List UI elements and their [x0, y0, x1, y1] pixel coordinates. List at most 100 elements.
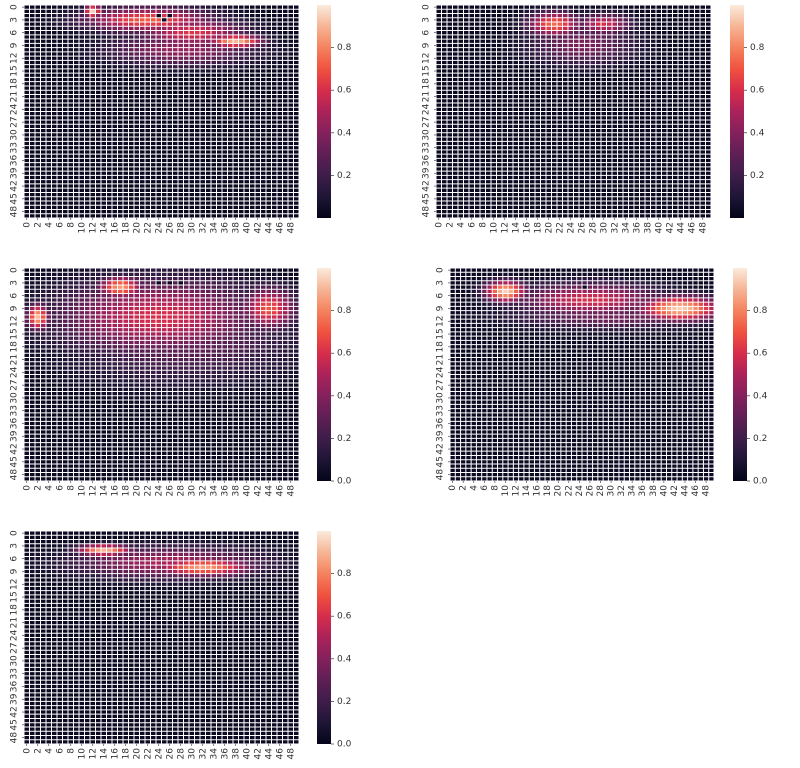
heatmap-cell: [672, 171, 679, 176]
heatmap-cell: [667, 145, 673, 150]
heatmap-cell: [40, 179, 47, 184]
heatmap-cell: [222, 102, 228, 108]
heatmap-cell: [518, 166, 525, 172]
heatmap-cell: [150, 77, 157, 82]
heatmap-cell: [211, 209, 217, 214]
heatmap-cell: [123, 43, 129, 48]
heatmap-cell: [271, 183, 278, 189]
heatmap-cell: [606, 107, 613, 112]
heatmap-cell: [288, 213, 294, 219]
heatmap-cell: [590, 149, 596, 155]
heatmap-cell: [628, 128, 635, 133]
heatmap-cell: [447, 171, 453, 176]
heatmap-cell: [441, 22, 448, 27]
heatmap-cell: [84, 192, 91, 197]
heatmap-cell: [606, 175, 613, 180]
heatmap-cell: [579, 5, 585, 10]
heatmap-cell: [645, 192, 651, 197]
heatmap-cell: [211, 154, 217, 159]
heatmap-cell: [84, 94, 91, 99]
heatmap-cell: [73, 73, 80, 78]
heatmap-cell: [463, 30, 470, 35]
heatmap-cell: [90, 145, 96, 150]
heatmap-cell: [639, 77, 646, 82]
heatmap-cell: [46, 179, 52, 184]
heatmap-cell: [573, 107, 580, 112]
heatmap-cell: [167, 213, 173, 219]
heatmap-cell: [650, 166, 657, 172]
heatmap-cell: [35, 85, 41, 91]
heatmap-cell: [683, 158, 690, 163]
heatmap-cell: [189, 60, 195, 65]
heatmap-cell: [524, 183, 530, 189]
heatmap-cell: [227, 43, 234, 48]
heatmap-cell: [491, 73, 497, 78]
heatmap-cell: [51, 115, 58, 121]
heatmap-cell: [518, 102, 525, 108]
heatmap-cell: [178, 60, 184, 65]
heatmap-cell: [513, 51, 519, 57]
heatmap-cell: [293, 137, 300, 142]
heatmap-cell: [145, 149, 151, 155]
heatmap-cell: [689, 81, 695, 86]
heatmap-cell: [551, 158, 558, 163]
heatmap-cell: [469, 73, 475, 78]
heatmap-cell: [51, 145, 58, 150]
heatmap-cell: [661, 192, 668, 197]
heatmap-cell: [524, 77, 530, 82]
heatmap-cell: [244, 26, 250, 31]
heatmap-cell: [183, 73, 190, 78]
heatmap-cell: [178, 98, 184, 104]
heatmap-cell: [496, 128, 503, 133]
heatmap-cell: [139, 120, 146, 125]
heatmap-cell: [683, 47, 690, 52]
heatmap-cell: [238, 43, 245, 48]
heatmap-cell: [106, 141, 113, 146]
heatmap-cell: [194, 183, 201, 189]
heatmap-cell: [535, 128, 541, 133]
heatmap-cell: [529, 179, 536, 184]
heatmap-cell: [24, 183, 30, 189]
heatmap-cell: [238, 77, 245, 82]
heatmap-cell: [73, 102, 80, 108]
heatmap-cell: [579, 90, 585, 95]
heatmap-cell: [123, 120, 129, 125]
heatmap-cell: [441, 56, 448, 61]
heatmap-cell: [277, 209, 283, 214]
heatmap-cell: [266, 166, 272, 172]
heatmap-cell: [112, 98, 118, 104]
heatmap-cell: [694, 192, 701, 197]
heatmap-cell: [117, 94, 124, 99]
heatmap-cell: [452, 17, 459, 23]
heatmap-cell: [123, 162, 129, 167]
heatmap-cell: [134, 34, 140, 40]
heatmap-cell: [667, 175, 673, 180]
heatmap-cell: [68, 5, 74, 10]
heatmap-cell: [189, 128, 195, 133]
heatmap-cell: [639, 22, 646, 27]
heatmap-cell: [683, 196, 690, 202]
heatmap-cell: [551, 85, 558, 91]
heatmap-cell: [266, 171, 272, 176]
heatmap-cell: [452, 77, 459, 82]
heatmap-cell: [502, 51, 508, 57]
heatmap-cell: [255, 73, 261, 78]
heatmap-cell: [628, 43, 635, 48]
heatmap-cell: [518, 120, 525, 125]
heatmap-cell: [68, 120, 74, 125]
heatmap-cell: [183, 30, 190, 35]
heatmap-cell: [24, 154, 30, 159]
heatmap-cell: [95, 43, 102, 48]
heatmap-cell: [277, 154, 283, 159]
heatmap-cell: [507, 111, 514, 116]
heatmap-cell: [90, 213, 96, 219]
heatmap-cell: [167, 34, 173, 40]
heatmap-cell: [678, 77, 684, 82]
heatmap-cell: [194, 43, 201, 48]
heatmap-cell: [689, 192, 695, 197]
heatmap-cell: [595, 175, 602, 180]
heatmap-cell: [128, 179, 135, 184]
heatmap-cell: [95, 56, 102, 61]
heatmap-cell: [540, 26, 547, 31]
heatmap-cell: [73, 47, 80, 52]
